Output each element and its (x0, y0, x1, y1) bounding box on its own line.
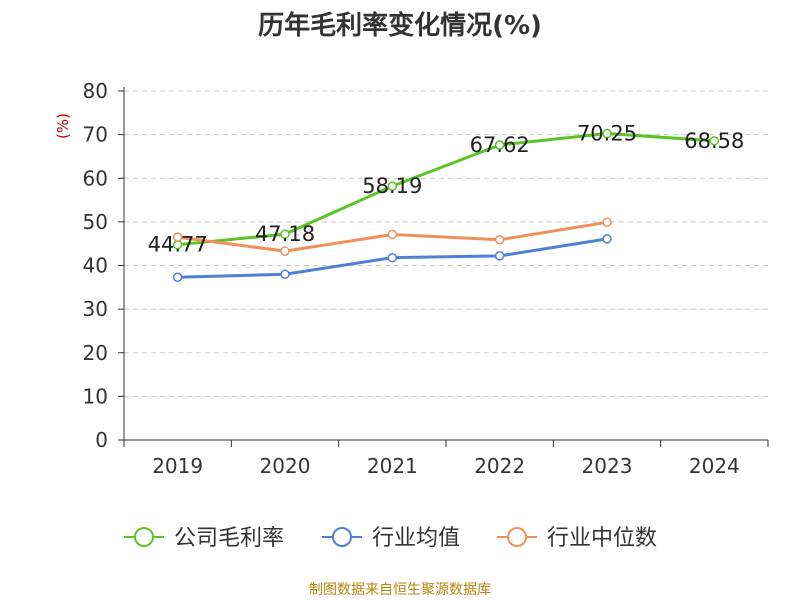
y-axis-unit-label: (%) (54, 113, 72, 139)
series-point-1 (387, 252, 398, 263)
y-tick-label: 0 (95, 428, 108, 452)
data-label: 44.77 (148, 233, 208, 257)
legend-label: 行业均值 (372, 526, 460, 551)
y-tick-label: 60 (83, 166, 108, 190)
x-tick-label: 2023 (582, 454, 633, 478)
y-tick-label: 40 (83, 254, 108, 278)
data-labels: 44.77 47.18 58.19 67.62 70.25 68.58 (148, 122, 745, 257)
y-tick-label: 70 (83, 123, 108, 147)
series-point-1 (602, 234, 612, 244)
data-label: 70.25 (577, 122, 637, 146)
source-note: 制图数据来自恒生聚源数据库 (309, 582, 491, 598)
data-label: 68.58 (684, 129, 744, 153)
legend-marker-2 (507, 527, 527, 547)
data-label: 47.18 (255, 222, 315, 246)
series-point-1 (494, 251, 505, 261)
series-line-0 (177, 132, 715, 247)
series-point-2 (387, 229, 398, 240)
series-point-0 (387, 181, 398, 191)
x-tick-label: 2021 (367, 454, 418, 478)
series-point-0 (709, 136, 720, 146)
legend-label: 公司毛利率 (174, 526, 284, 551)
y-tick-label: 20 (83, 341, 108, 365)
series-point-2 (602, 217, 612, 228)
x-tick-label: 2019 (152, 454, 203, 478)
y-tick-label: 30 (83, 297, 108, 321)
series-lines (172, 128, 720, 283)
series-point-1 (280, 269, 290, 279)
axes: 0 10 20 30 40 50 60 70 80 2019 2020 2021 2022 2023 202… (83, 79, 769, 478)
x-tick-label: 2020 (260, 454, 311, 478)
series-point-2 (280, 246, 290, 256)
data-label: 67.62 (470, 133, 530, 157)
series-point-0 (280, 229, 290, 239)
legend-marker-1 (332, 527, 352, 547)
series-point-1 (172, 272, 183, 283)
legend-marker-0 (134, 527, 154, 547)
legend: 公司毛利率 行业均值 行业中位数 (124, 526, 657, 551)
y-tick-label: 80 (83, 79, 108, 103)
series-point-2 (172, 232, 183, 242)
series-point-0 (602, 128, 612, 139)
data-label: 58.19 (362, 174, 422, 198)
legend-label: 行业中位数 (547, 526, 657, 551)
x-tick-label: 2022 (474, 454, 525, 478)
series-point-0 (494, 140, 505, 150)
y-tick-label: 10 (83, 384, 108, 408)
series-point-2 (494, 235, 505, 245)
y-tick-label: 50 (83, 210, 108, 234)
chart-title: 历年毛利率变化情况(%) (258, 10, 542, 41)
x-tick-label: 2024 (689, 454, 740, 478)
